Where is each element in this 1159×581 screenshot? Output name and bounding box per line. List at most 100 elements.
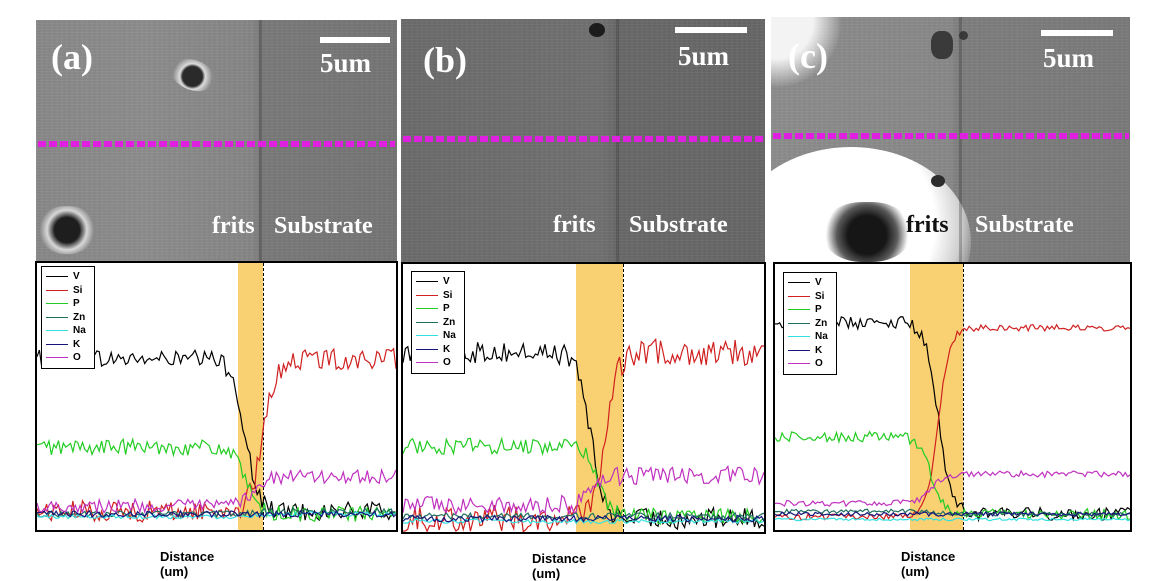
frit-substrate-boundary bbox=[259, 20, 262, 261]
series-line-o bbox=[775, 469, 1130, 508]
element-traces bbox=[403, 337, 764, 532]
legend-swatch bbox=[46, 276, 68, 277]
legend-item-k: K bbox=[784, 344, 836, 357]
legend-label: K bbox=[73, 338, 81, 350]
series-line-o bbox=[403, 464, 764, 516]
interface-band bbox=[909, 264, 964, 530]
legend-label: Na bbox=[815, 331, 828, 342]
legend-item-zn: Zn bbox=[784, 317, 836, 330]
x-axis-label: Distance (um) bbox=[532, 551, 587, 581]
interface-line bbox=[263, 263, 265, 530]
scale-bar bbox=[1041, 30, 1113, 36]
legend-swatch bbox=[788, 336, 810, 337]
series-line-na bbox=[403, 518, 764, 525]
pore-feature bbox=[40, 206, 94, 254]
series-line-na bbox=[37, 510, 396, 520]
legend-label: Si bbox=[73, 284, 83, 296]
region-label-substrate: Substrate bbox=[629, 212, 728, 238]
scale-bar-label: 5um bbox=[320, 48, 372, 78]
legend-label: Zn bbox=[815, 317, 828, 329]
legend-label: Zn bbox=[443, 316, 456, 328]
sem-image-a: (a) 5um frits Substrate bbox=[36, 20, 397, 261]
legend-label: V bbox=[443, 276, 450, 287]
region-label-frits: frits bbox=[212, 213, 255, 239]
pore-feature bbox=[959, 31, 968, 40]
scale-bar-label: 5um bbox=[678, 41, 730, 71]
legend-item-p: P bbox=[412, 302, 464, 315]
legend-swatch bbox=[416, 362, 438, 363]
pore-feature bbox=[589, 23, 605, 37]
legend-item-na: Na bbox=[42, 324, 94, 337]
pore-feature bbox=[931, 31, 953, 59]
region-label-substrate: Substrate bbox=[274, 213, 373, 239]
line-profile-plot-c: V Si P Zn Na K O bbox=[773, 262, 1132, 532]
legend-label: O bbox=[815, 358, 823, 369]
legend-item-v: V bbox=[784, 276, 836, 289]
series-line-si bbox=[775, 323, 1130, 521]
legend-swatch bbox=[46, 316, 68, 318]
element-traces bbox=[37, 347, 396, 523]
element-legend: V Si P Zn Na K O bbox=[41, 266, 95, 369]
frit-substrate-boundary bbox=[959, 17, 962, 262]
region-label-frits: frits bbox=[906, 212, 949, 238]
legend-item-p: P bbox=[784, 303, 836, 316]
legend-label: P bbox=[815, 304, 822, 315]
scale-bar bbox=[675, 27, 747, 33]
legend-item-si: Si bbox=[412, 289, 464, 302]
legend-item-si: Si bbox=[42, 284, 94, 297]
legend-swatch bbox=[46, 289, 68, 291]
sem-texture bbox=[36, 20, 397, 261]
element-legend: V Si P Zn Na K O bbox=[411, 271, 465, 374]
legend-item-v: V bbox=[42, 270, 94, 283]
legend-item-o: O bbox=[412, 356, 464, 369]
line-profile-plot-a: V Si P Zn Na K O bbox=[35, 261, 398, 532]
series-line-o bbox=[37, 467, 396, 514]
legend-swatch bbox=[788, 282, 810, 283]
legend-swatch bbox=[416, 308, 438, 309]
sem-image-c: (c) 5um frits Substrate bbox=[771, 17, 1130, 262]
series-line-k bbox=[775, 511, 1130, 518]
element-traces bbox=[775, 315, 1130, 523]
legend-swatch bbox=[416, 294, 438, 296]
legend-label: P bbox=[443, 303, 450, 314]
series-line-p bbox=[775, 430, 1130, 521]
legend-label: O bbox=[443, 357, 451, 368]
legend-swatch bbox=[46, 303, 68, 304]
legend-label: Na bbox=[443, 330, 456, 341]
legend-item-na: Na bbox=[412, 329, 464, 342]
pore-feature bbox=[931, 175, 945, 187]
element-legend: V Si P Zn Na K O bbox=[783, 272, 837, 375]
series-line-p bbox=[403, 436, 764, 525]
legend-label: Si bbox=[443, 289, 453, 301]
legend-item-v: V bbox=[412, 275, 464, 288]
legend-swatch bbox=[788, 363, 810, 364]
pore-feature bbox=[823, 202, 911, 262]
line-scan-path bbox=[38, 141, 395, 147]
series-line-k bbox=[403, 514, 764, 523]
interface-line bbox=[963, 264, 965, 530]
legend-swatch bbox=[46, 330, 68, 331]
legend-item-k: K bbox=[42, 338, 94, 351]
legend-swatch bbox=[46, 343, 68, 345]
legend-item-zn: Zn bbox=[412, 316, 464, 329]
x-axis-label: Distance (um) bbox=[901, 549, 956, 579]
legend-swatch bbox=[416, 321, 438, 323]
legend-swatch bbox=[416, 348, 438, 350]
legend-label: P bbox=[73, 298, 80, 309]
region-label-frits: frits bbox=[553, 212, 596, 238]
panel-label: (a) bbox=[51, 37, 93, 77]
series-line-si bbox=[403, 337, 764, 532]
line-scan-path bbox=[403, 136, 763, 142]
legend-item-si: Si bbox=[784, 290, 836, 303]
legend-label: O bbox=[73, 352, 81, 363]
legend-swatch bbox=[788, 309, 810, 310]
legend-swatch bbox=[788, 349, 810, 351]
legend-swatch bbox=[416, 335, 438, 336]
series-line-si bbox=[37, 347, 396, 523]
series-line-na bbox=[775, 517, 1130, 522]
panel-label: (b) bbox=[423, 40, 467, 80]
legend-swatch bbox=[788, 295, 810, 297]
legend-swatch bbox=[416, 281, 438, 282]
region-label-substrate: Substrate bbox=[975, 212, 1074, 238]
legend-label: Zn bbox=[73, 311, 86, 323]
